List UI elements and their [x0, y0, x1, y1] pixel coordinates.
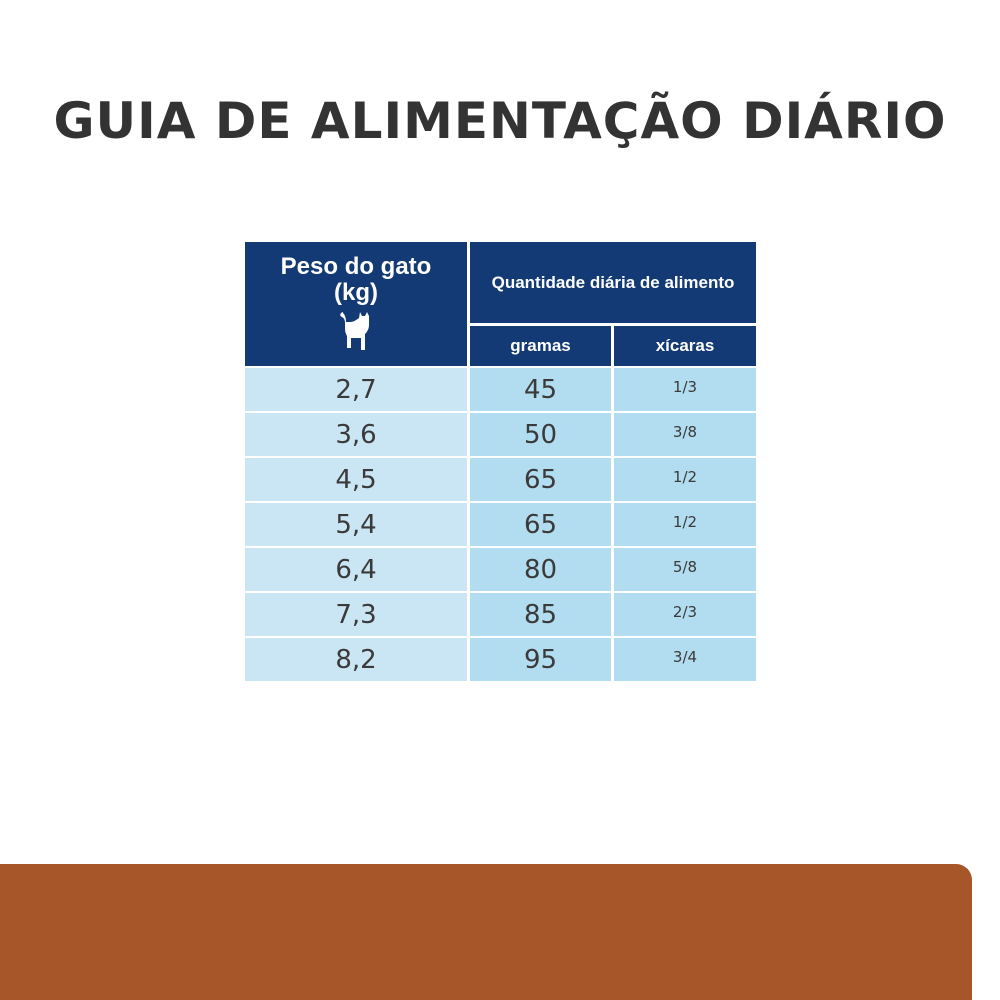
weight-header: Peso do gato (kg): [245, 242, 467, 366]
cell-cups: 5/8: [614, 548, 756, 591]
cell-cups: 2/3: [614, 593, 756, 636]
cell-weight: 8,2: [245, 638, 467, 681]
page-title: GUIA DE ALIMENTAÇÃO DIÁRIO: [53, 92, 947, 150]
cell-weight: 2,7: [245, 368, 467, 411]
weight-header-line1: Peso do gato: [280, 253, 432, 280]
cell-weight: 5,4: [245, 503, 467, 546]
grams-header: gramas: [470, 326, 611, 366]
weight-header-line2: (kg): [334, 279, 378, 306]
cell-cups: 1/2: [614, 458, 756, 501]
cups-header: xícaras: [614, 326, 756, 366]
cell-weight: 4,5: [245, 458, 467, 501]
cell-grams: 85: [470, 593, 611, 636]
cell-cups: 3/8: [614, 413, 756, 456]
footer-band: [0, 864, 972, 1000]
cell-grams: 50: [470, 413, 611, 456]
cell-grams: 80: [470, 548, 611, 591]
cell-grams: 45: [470, 368, 611, 411]
cell-cups: 1/3: [614, 368, 756, 411]
amount-header: Quantidade diária de alimento: [470, 242, 756, 323]
cell-weight: 3,6: [245, 413, 467, 456]
cell-grams: 95: [470, 638, 611, 681]
cat-icon: [340, 312, 369, 350]
cell-cups: 1/2: [614, 503, 756, 546]
cell-grams: 65: [470, 503, 611, 546]
cell-cups: 3/4: [614, 638, 756, 681]
cell-weight: 6,4: [245, 548, 467, 591]
cell-grams: 65: [470, 458, 611, 501]
cell-weight: 7,3: [245, 593, 467, 636]
